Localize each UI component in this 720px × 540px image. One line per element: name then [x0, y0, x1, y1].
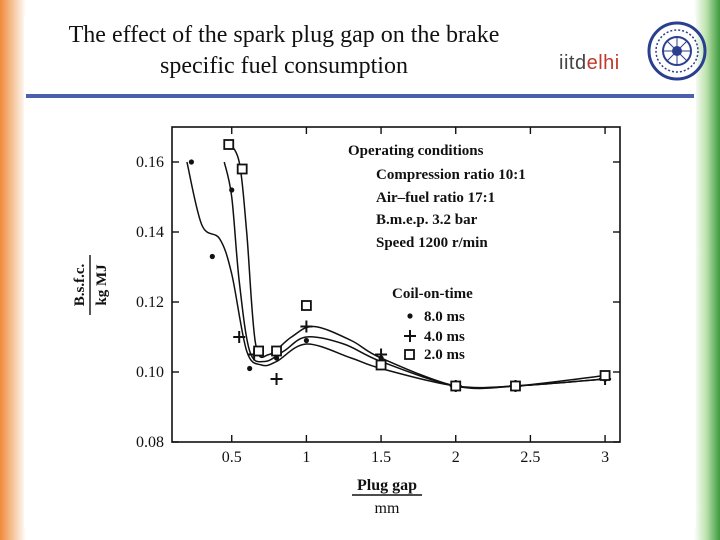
legend-dot-icon	[407, 313, 413, 319]
data-point-dot	[229, 187, 235, 193]
data-point-plus	[375, 348, 388, 361]
slide-title-line2: specific fuel consumption	[160, 53, 408, 79]
data-point-dot	[247, 365, 253, 372]
data-point-dot	[303, 337, 309, 344]
legend-title: Coil-on-time	[392, 286, 473, 302]
logo-part1: iitd	[559, 52, 587, 74]
legend: Coil-on-time 8.0 ms 4.0 ms 2.0 ms	[392, 286, 473, 363]
y-tick-label: 0.16	[136, 154, 164, 171]
y-axis-label-text: B.s.f.c.	[72, 264, 88, 307]
y-tick-label: 0.12	[136, 294, 164, 311]
legend-square-icon	[404, 349, 415, 360]
legend-entry-8ms: 8.0 ms	[424, 309, 465, 325]
x-axis-unit: mm	[375, 500, 400, 517]
slide-title-line1: The effect of the spark plug gap on the …	[68, 22, 500, 48]
slide-title: The effect of the spark plug gap on the …	[24, 20, 544, 82]
data-markers	[188, 139, 612, 392]
y-tick-label: 0.08	[136, 434, 164, 451]
data-point-square	[236, 163, 248, 175]
data-point-dot	[188, 159, 195, 165]
data-point-square	[375, 359, 387, 371]
logo-part2: elhi	[586, 52, 620, 74]
x-tick-label: 2	[452, 449, 460, 466]
iitd-seal-icon	[647, 21, 707, 81]
data-point-dot	[209, 253, 215, 260]
data-point-square	[253, 345, 265, 357]
plot-frame	[171, 126, 621, 443]
data-point-square	[510, 380, 521, 392]
y-tick-label: 0.10	[136, 364, 164, 381]
x-tick-label: 1.5	[371, 449, 391, 466]
data-point-dot	[273, 355, 280, 361]
data-point-square	[599, 370, 611, 381]
legend-plus-icon	[404, 330, 416, 342]
x-tick-label: 2.5	[520, 449, 540, 466]
operating-conditions: Operating conditions Compression ratio 1…	[348, 143, 526, 251]
data-point-plus	[233, 331, 246, 343]
series-line-2	[226, 140, 606, 390]
legend-entry-2ms: 2.0 ms	[424, 347, 465, 363]
conditions-title: Operating conditions	[348, 143, 484, 159]
data-point-square	[450, 380, 462, 392]
condition-compression: Compression ratio 10:1	[376, 167, 526, 183]
title-divider	[26, 94, 694, 98]
data-point-plus	[300, 320, 313, 333]
legend-entry-4ms: 4.0 ms	[424, 329, 465, 345]
data-point-square	[300, 300, 312, 311]
y-tick-label: 0.14	[136, 224, 164, 241]
y-axis-unit: kg MJ	[94, 264, 110, 306]
iitd-logo-text: iitdelhi	[559, 52, 620, 75]
y-axis-label: B.s.f.c. kg MJ	[72, 255, 110, 315]
data-point-plus	[270, 373, 283, 385]
condition-airfuel: Air–fuel ratio 17:1	[376, 190, 495, 206]
x-tick-label: 3	[601, 449, 609, 466]
condition-bmep: B.m.e.p. 3.2 bar	[376, 212, 478, 228]
x-tick-label: 1	[302, 449, 310, 466]
data-point-square	[271, 345, 282, 357]
condition-speed: Speed 1200 r/min	[376, 235, 488, 251]
y-axis-ticks: 0.08 0.10 0.12 0.14 0.16	[136, 154, 620, 451]
x-axis-ticks: 0.5 1 1.5 2 2.5 3	[222, 127, 609, 466]
data-point-square	[223, 139, 235, 150]
x-tick-label: 0.5	[222, 449, 242, 466]
x-axis-label: Plug gap	[357, 477, 417, 494]
